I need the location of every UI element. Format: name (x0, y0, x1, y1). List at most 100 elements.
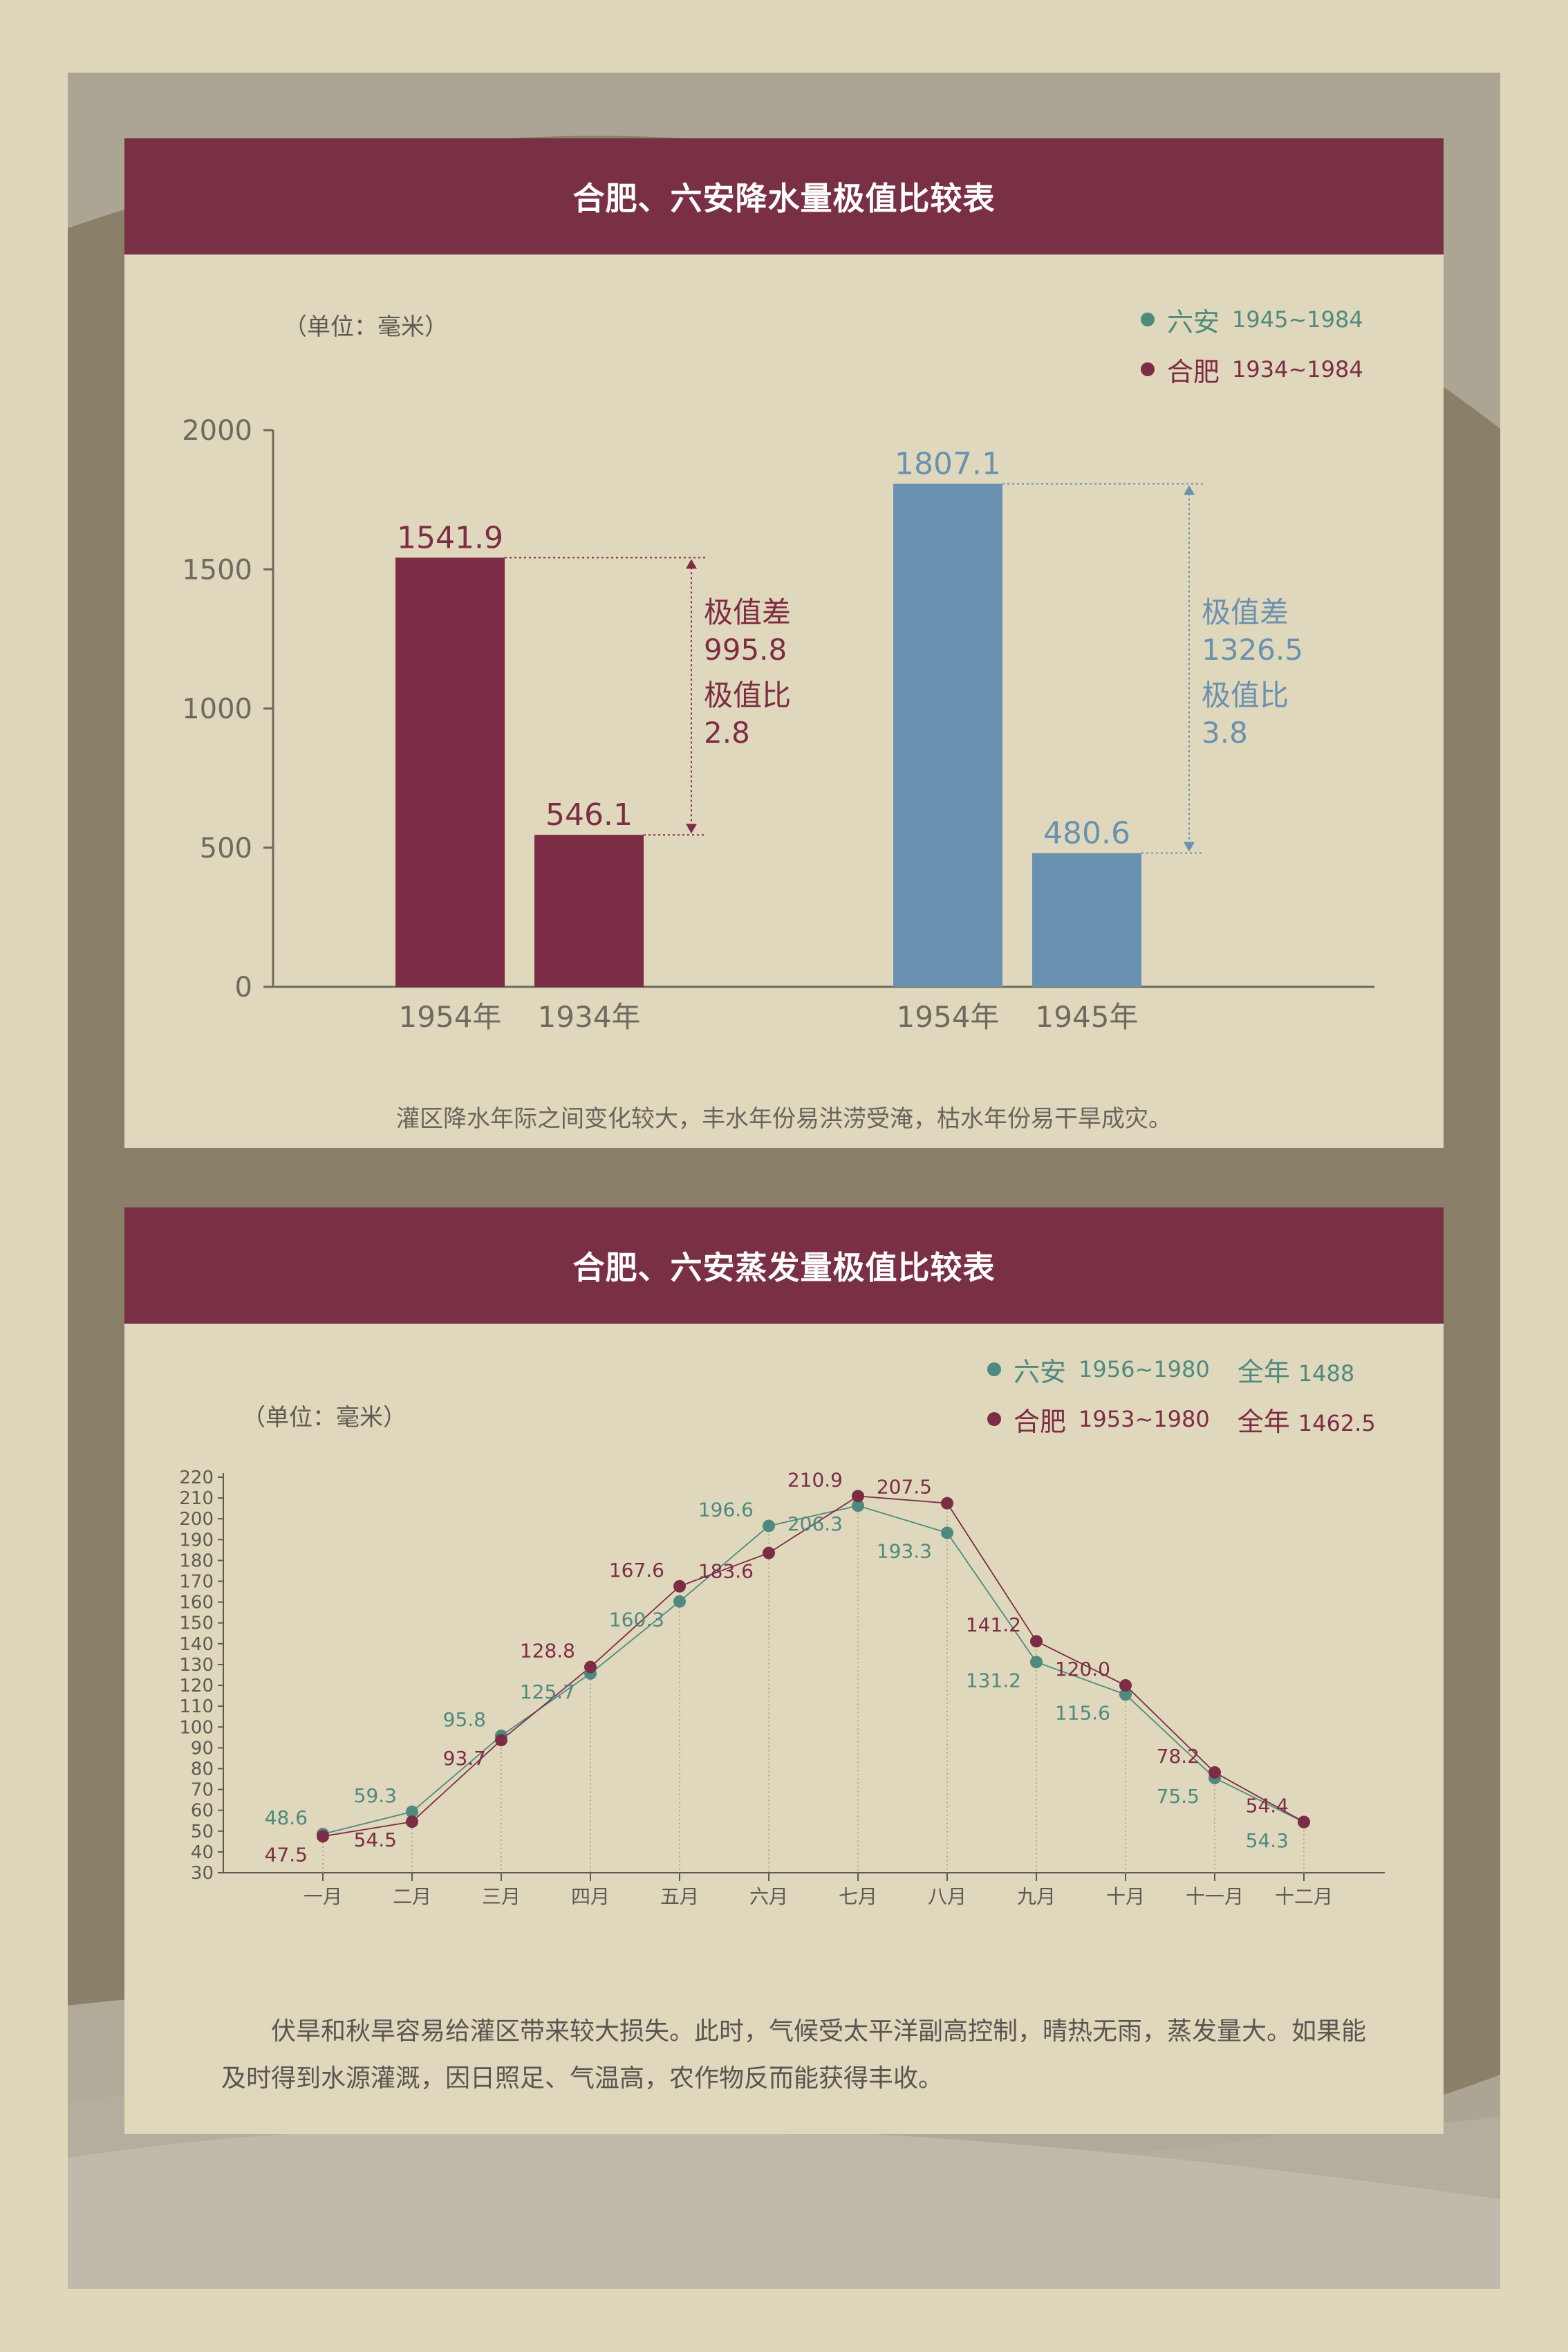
evaporation-caption: 伏旱和秋旱容易给灌区带来较大损失。此时，气候受太平洋副高控制，晴热无雨，蒸发量大… (221, 2017, 1367, 2093)
evaporation-title: 合肥、六安蒸发量极值比较表 (124, 1207, 1444, 1324)
arrow-down-icon (686, 824, 697, 834)
data-point (317, 1830, 329, 1843)
legend-dot-icon (987, 1362, 1001, 1376)
arrow-up-icon (686, 559, 697, 569)
data-point (1208, 1766, 1221, 1779)
legend-dot-icon (987, 1412, 1001, 1426)
y-tick-label: 190 (179, 1530, 214, 1550)
data-label: 210.9 (787, 1468, 843, 1491)
rainfall-bar-chart: 0 500 1000 1500 2000 1541.9 1954年 546.1 1934年 极值差… (182, 415, 1374, 1034)
y-tick-label: 80 (191, 1759, 214, 1779)
x-tick-label: 十一月 (1186, 1885, 1244, 1908)
data-label: 115.6 (1055, 1701, 1110, 1724)
y-tick-label: 200 (179, 1509, 214, 1530)
range-annotation: 2.8 (704, 716, 750, 750)
y-tick-label: 60 (191, 1801, 214, 1822)
bar-value-label: 480.6 (1043, 816, 1130, 851)
series-line (322, 1495, 1305, 1837)
y-tick-label: 210 (179, 1488, 214, 1509)
evaporation-unit: （单位：毫米） (242, 1404, 407, 1432)
evaporation-line-chart: 3040506070809010011012013014015016017018… (179, 1467, 1385, 1908)
data-label: 160.3 (609, 1609, 664, 1631)
range-annotation: 3.8 (1202, 716, 1248, 750)
data-label: 207.5 (877, 1476, 932, 1499)
data-point (941, 1526, 953, 1539)
legend-annual-total: 全年 1462.5 (1237, 1406, 1376, 1437)
series-line (322, 1505, 1305, 1835)
x-tick-label: 八月 (928, 1885, 967, 1908)
range-annotation: 极值比 (1202, 678, 1289, 712)
data-label: 183.6 (698, 1560, 754, 1583)
range-annotation: 1326.5 (1202, 633, 1303, 667)
legend-years: 1945~1984 (1232, 306, 1363, 333)
bar (534, 835, 644, 987)
legend-years: 1956~1980 (1079, 1356, 1210, 1382)
y-tick-label: 160 (179, 1593, 214, 1613)
evaporation-legend-item: 六安 1956~1980 全年 1488 (987, 1344, 1376, 1394)
y-tick-label: 100 (179, 1717, 214, 1738)
data-point (1119, 1688, 1132, 1701)
y-tick-label: 90 (191, 1738, 214, 1759)
bar-value-label: 1807.1 (895, 447, 1001, 482)
data-point (852, 1499, 864, 1512)
x-tick-label: 十月 (1106, 1885, 1145, 1908)
data-label: 54.4 (1246, 1795, 1289, 1817)
data-label: 120.0 (1055, 1658, 1110, 1680)
data-label: 131.2 (966, 1669, 1021, 1692)
data-point (941, 1497, 953, 1510)
rainfall-panel: 合肥、六安降水量极值比较表 （单位：毫米） 六安 1945~1984 合肥 1934~… (124, 138, 1444, 1148)
y-tick-label: 30 (191, 1863, 214, 1884)
data-point (1030, 1635, 1043, 1648)
x-tick-label: 1934年 (538, 1000, 641, 1034)
y-tick-label: 120 (179, 1676, 214, 1696)
legend-dot-icon (1141, 362, 1155, 376)
legend-years: 1953~1980 (1079, 1406, 1210, 1432)
data-label: 59.3 (354, 1784, 397, 1807)
y-tick-label: 2000 (182, 415, 252, 447)
rainfall-unit: （单位：毫米） (283, 313, 448, 341)
range-annotation: 极值差 (704, 595, 791, 629)
range-annotation: 极值差 (1202, 595, 1289, 629)
y-tick-label: 1500 (182, 554, 252, 586)
rainfall-legend-item: 合肥 1934~1984 (1141, 344, 1363, 394)
data-label: 93.7 (443, 1747, 486, 1770)
data-label: 206.3 (787, 1512, 843, 1535)
range-annotation: 995.8 (704, 633, 787, 667)
data-point (852, 1490, 864, 1503)
legend-series-name: 六安 (1167, 306, 1220, 337)
bar (893, 483, 1002, 987)
y-tick-label: 0 (235, 972, 252, 1003)
data-label: 193.3 (877, 1539, 932, 1562)
rainfall-caption: 灌区降水年际之间变化较大，丰水年份易洪涝受淹，枯水年份易干旱成灾。 (396, 1105, 1172, 1133)
legend-series-name: 合肥 (1014, 1406, 1067, 1437)
arrow-down-icon (1184, 842, 1195, 852)
y-tick-label: 40 (191, 1842, 214, 1863)
data-point (406, 1805, 418, 1818)
legend-years: 1934~1984 (1232, 356, 1363, 382)
data-point (1298, 1815, 1310, 1828)
x-tick-label: 六月 (749, 1885, 788, 1908)
y-tick-label: 140 (179, 1634, 214, 1655)
data-point (1119, 1679, 1132, 1692)
data-label: 48.6 (265, 1806, 308, 1829)
bar (1032, 853, 1141, 987)
arrow-up-icon (1184, 485, 1195, 495)
y-tick-label: 220 (179, 1467, 214, 1488)
x-tick-label: 一月 (304, 1885, 342, 1908)
y-tick-label: 170 (179, 1572, 214, 1593)
x-tick-label: 1954年 (897, 1000, 1000, 1034)
data-label: 47.5 (265, 1843, 308, 1866)
x-tick-label: 十二月 (1275, 1885, 1333, 1908)
y-tick-label: 70 (191, 1780, 214, 1801)
y-tick-label: 50 (191, 1822, 214, 1842)
x-tick-label: 1945年 (1036, 1000, 1139, 1034)
x-tick-label: 二月 (393, 1885, 431, 1908)
data-point (1030, 1656, 1043, 1669)
data-point (763, 1519, 775, 1532)
range-annotation: 极值比 (704, 678, 791, 712)
data-label: 141.2 (966, 1613, 1021, 1636)
x-tick-label: 四月 (571, 1885, 610, 1908)
x-tick-label: 三月 (482, 1885, 521, 1908)
data-label: 54.3 (1246, 1829, 1289, 1852)
legend-dot-icon (1141, 313, 1155, 326)
